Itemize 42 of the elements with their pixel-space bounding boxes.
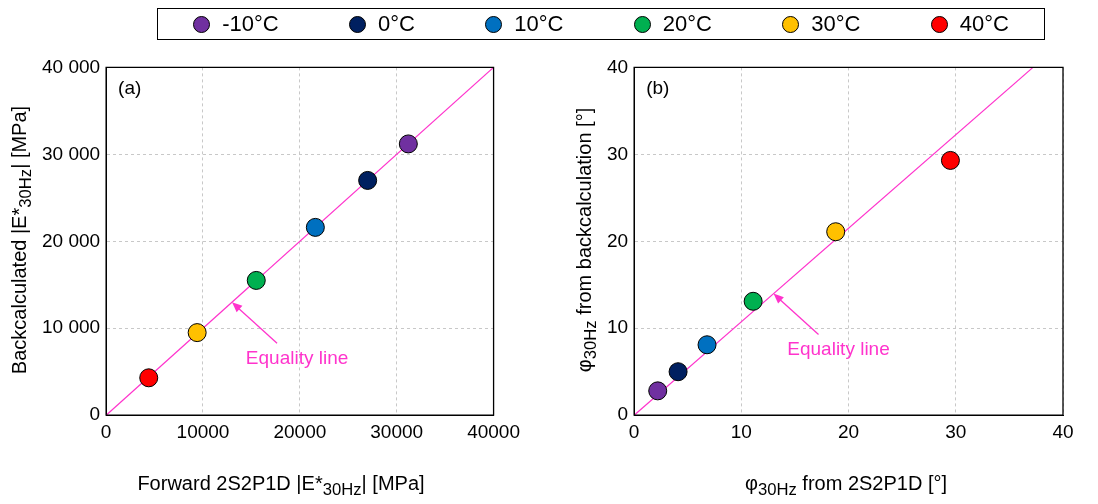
- x-tick-label: 40: [1052, 420, 1074, 442]
- point: [826, 222, 846, 242]
- point: [358, 170, 378, 190]
- y-tick-label: 30: [606, 142, 629, 164]
- x-tick-label: 10: [730, 420, 752, 442]
- point: [139, 368, 159, 388]
- legend-label: 0°C: [377, 11, 415, 37]
- y-tick-label: 10 000: [41, 316, 101, 338]
- point: [743, 291, 763, 311]
- point: [940, 150, 960, 170]
- x-tick-label: 20000: [273, 420, 327, 442]
- point: [305, 217, 325, 237]
- point: [398, 134, 418, 154]
- legend-label: -10°C: [222, 11, 279, 37]
- point: [187, 323, 207, 343]
- x-tick-label: 10000: [176, 420, 230, 442]
- legend-label: 10°C: [514, 11, 564, 37]
- y-tick-label: 40: [606, 55, 629, 77]
- y-tick-label: 40 000: [41, 55, 101, 77]
- legend-label: 20°C: [662, 11, 712, 37]
- y-tick-label: 10: [606, 316, 629, 338]
- y-tick-label: 30 000: [41, 142, 101, 164]
- y-tick-label: 20: [606, 229, 629, 251]
- x-tick-label: 20: [838, 420, 860, 442]
- annotation: (a): [118, 77, 142, 99]
- x-tick-label: 30: [945, 420, 967, 442]
- x-axis-title: φ$_{30Hz}$ from 2S2P1D [°]: [743, 472, 949, 500]
- point: [648, 381, 668, 401]
- legend-label: 40°C: [959, 11, 1009, 37]
- x-tick-label: 30000: [370, 420, 424, 442]
- x-tick-label: 40000: [467, 420, 520, 442]
- legend-label: 30°C: [811, 11, 861, 37]
- annotation: Equality line: [245, 346, 349, 368]
- y-tick-label: 0: [89, 403, 101, 425]
- y-tick-label: 20 000: [41, 229, 101, 251]
- annotation: (b): [646, 77, 670, 99]
- point: [246, 270, 266, 290]
- annotation: Equality line: [787, 338, 890, 360]
- point: [697, 335, 717, 355]
- point: [668, 362, 688, 382]
- y-tick-label: 0: [617, 403, 629, 425]
- x-axis-title: Forward 2S2P1D |E*$_{30Hz}$| [MPa]: [136, 472, 426, 500]
